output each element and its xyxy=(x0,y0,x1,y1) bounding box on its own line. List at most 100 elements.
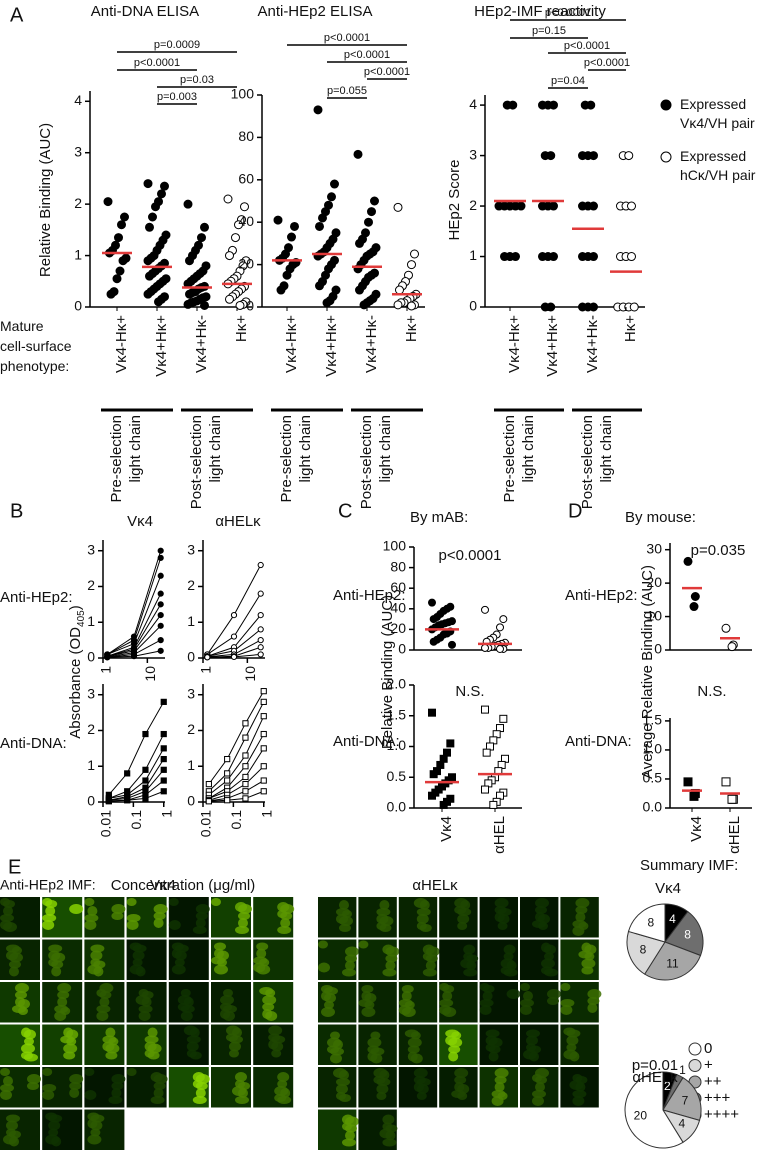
chart-title: αHELκ xyxy=(215,513,261,530)
data-point xyxy=(282,270,292,280)
data-point xyxy=(481,605,489,614)
cell xyxy=(9,1130,21,1139)
cell xyxy=(407,1045,420,1054)
row-label: Anti-HEp2: xyxy=(333,587,406,604)
cell xyxy=(379,916,394,926)
data-point xyxy=(393,300,403,310)
data-point xyxy=(230,611,238,619)
cell xyxy=(6,1114,20,1123)
data-point xyxy=(429,770,438,779)
y-tick-label: 1 xyxy=(87,757,95,773)
data-point xyxy=(586,100,596,110)
cell xyxy=(111,912,124,920)
data-point xyxy=(683,556,693,566)
data-point xyxy=(257,644,264,651)
cell xyxy=(578,922,589,930)
cell xyxy=(506,960,517,971)
cell xyxy=(42,914,57,922)
cell xyxy=(51,966,62,977)
cell xyxy=(69,1082,82,1090)
data-point xyxy=(370,196,379,206)
data-point xyxy=(549,100,558,110)
x-tick-label: 1 xyxy=(258,810,274,818)
y-tick-label: 0 xyxy=(654,641,662,657)
data-point xyxy=(260,688,267,695)
series-line xyxy=(208,733,265,799)
cell xyxy=(265,1011,278,1021)
data-point xyxy=(690,592,700,601)
cell xyxy=(587,989,602,999)
cell xyxy=(45,906,56,916)
cell xyxy=(370,1047,385,1056)
cell xyxy=(277,1096,292,1104)
series-line xyxy=(208,701,265,792)
comparison-label: p=0.0009 xyxy=(154,39,200,51)
series-line xyxy=(108,769,165,801)
cell xyxy=(520,983,530,991)
cell xyxy=(9,952,23,963)
cell xyxy=(345,1130,355,1141)
cell xyxy=(479,1005,492,1015)
cell xyxy=(339,916,353,926)
data-point xyxy=(142,766,149,773)
x-tick-label: Vκ4-Hκ+ xyxy=(283,315,300,373)
data-point xyxy=(327,192,336,202)
cell xyxy=(271,1041,284,1052)
cell xyxy=(488,1037,503,1048)
y-tick-label: 2 xyxy=(87,577,95,593)
data-point xyxy=(589,252,598,262)
cell xyxy=(520,999,534,1007)
cell xyxy=(87,1134,102,1145)
slice-label: 2 xyxy=(664,1079,671,1093)
series-line xyxy=(208,780,264,802)
cell xyxy=(66,1029,79,1040)
data-point xyxy=(257,651,264,658)
cell xyxy=(126,914,141,922)
cell xyxy=(336,1078,350,1086)
row-label: Anti-DNA: xyxy=(0,735,67,752)
cell xyxy=(265,989,276,997)
data-point xyxy=(104,654,111,661)
y-tick-label: 30 xyxy=(646,540,662,556)
annotation: N.S. xyxy=(455,683,484,700)
cell xyxy=(195,1082,208,1090)
data-point xyxy=(499,615,508,624)
cell xyxy=(87,906,98,916)
data-point xyxy=(148,212,157,222)
data-point xyxy=(428,791,436,800)
data-point xyxy=(313,105,323,115)
cell xyxy=(497,1092,508,1100)
cell xyxy=(66,1037,77,1046)
cell xyxy=(223,1005,237,1013)
y-tick-label: 40 xyxy=(390,600,406,616)
y-axis-label: Absorbance (OD405) xyxy=(67,605,87,738)
series-line xyxy=(208,715,265,796)
cell xyxy=(105,1027,116,1038)
cell xyxy=(379,900,390,910)
cell xyxy=(345,954,357,963)
cell xyxy=(442,1007,457,1017)
y-tick-label: 3 xyxy=(74,143,82,159)
cell xyxy=(358,940,369,949)
y-tick-label: 20 xyxy=(390,620,406,636)
y-tick-label: 0 xyxy=(187,649,195,665)
data-point xyxy=(359,300,369,310)
y-tick-label: 20 xyxy=(238,255,254,271)
data-point xyxy=(727,642,737,652)
y-tick-label: 0.0 xyxy=(643,799,663,815)
data-point xyxy=(257,561,264,569)
series-line xyxy=(206,564,262,655)
cell xyxy=(3,922,17,932)
cell xyxy=(457,1092,468,1100)
data-point xyxy=(481,705,489,714)
cell xyxy=(256,964,271,975)
data-point xyxy=(112,274,122,284)
cell xyxy=(0,1068,10,1076)
data-point xyxy=(230,653,238,661)
data-point xyxy=(124,797,131,804)
y-tick-label: 20 xyxy=(646,574,662,590)
annotation: p=0.01 xyxy=(632,1057,678,1074)
cell xyxy=(339,1094,351,1102)
cell xyxy=(24,1053,38,1062)
